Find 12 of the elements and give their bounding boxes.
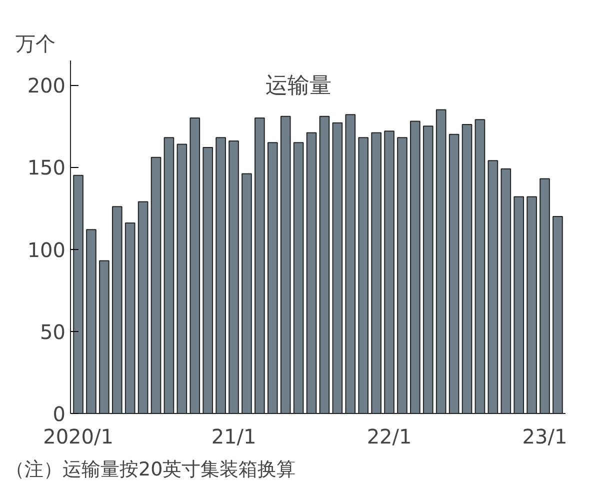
text: 运输量 <box>266 74 332 99</box>
x-tick-label: 23/1 <box>522 424 568 448</box>
y-tick-label: 50 <box>40 320 66 344</box>
x-tick-label: 2020/1 <box>43 424 114 448</box>
y-axis-title: 万个 <box>16 32 56 56</box>
x-tick-label: 22/1 <box>366 424 412 448</box>
y-tick-label: 100 <box>27 238 66 262</box>
y-tick-label: 0 <box>52 402 66 426</box>
y-tick-label: 200 <box>27 74 66 98</box>
text: （注）运输量按20英寸集装箱换算 <box>6 458 296 480</box>
y-tick-label: 150 <box>27 156 66 180</box>
x-tick-label: 21/1 <box>211 424 256 448</box>
